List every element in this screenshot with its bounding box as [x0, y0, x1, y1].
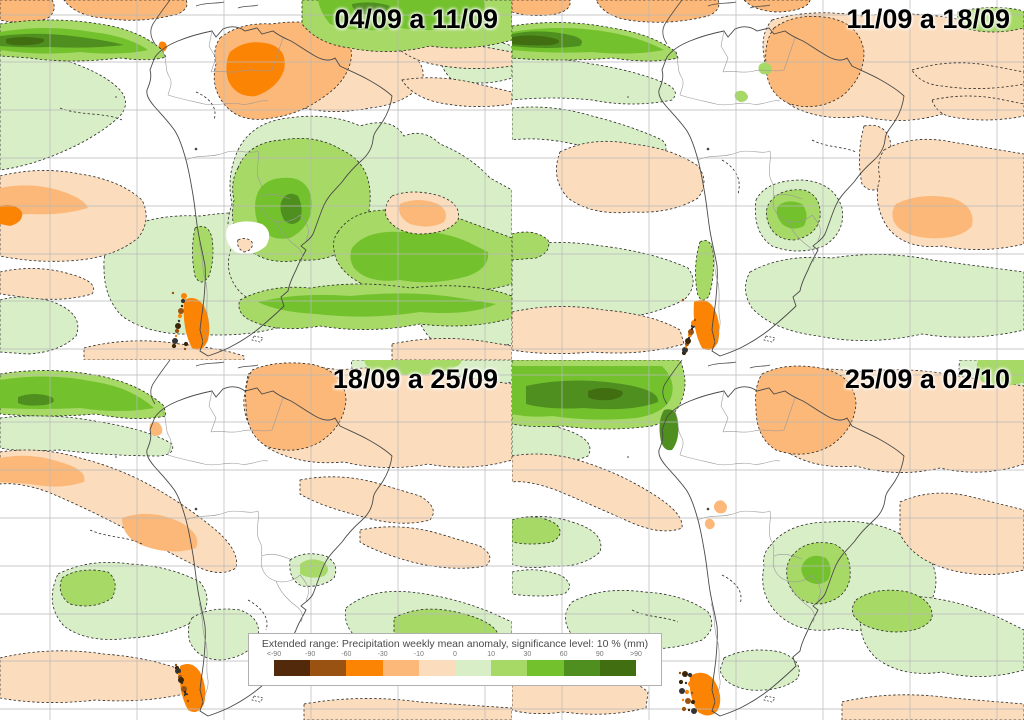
- legend-swatch: [346, 660, 383, 676]
- legend-tick: 30: [523, 651, 532, 658]
- legend-swatch: [455, 660, 492, 676]
- coastline: [627, 0, 905, 357]
- coastline: [115, 0, 393, 357]
- legend-tick: -10: [413, 651, 424, 658]
- legend-title: Extended range: Precipitation weekly mea…: [261, 638, 649, 650]
- legend-colorbar: [274, 660, 637, 676]
- galapagos: [115, 96, 117, 98]
- lake-titicaca: [194, 507, 198, 511]
- legend-tick: 10: [487, 651, 496, 658]
- legend-swatch: [274, 660, 311, 676]
- legend-swatch: [563, 660, 600, 676]
- legend-bar: <-90 -90 -60 -30 -10 0 10 30 60 90 >90: [267, 651, 642, 676]
- legend-tick: -30: [377, 651, 388, 658]
- anomaly-field-svg: [512, 0, 1024, 360]
- grid-lines: [512, 360, 1024, 720]
- country-borders: [161, 30, 309, 343]
- falkland-islands: [251, 695, 264, 703]
- galapagos: [627, 96, 629, 98]
- legend-swatch: [418, 660, 456, 676]
- andes-speckles: [681, 298, 697, 356]
- lake-titicaca: [706, 147, 710, 151]
- legend-swatch: [599, 660, 637, 676]
- andes-speckles: [171, 291, 189, 351]
- grid-lines: [0, 0, 512, 360]
- galapagos: [115, 456, 117, 458]
- falkland-islands: [763, 335, 776, 343]
- legend-tick: 0: [453, 651, 457, 658]
- anomaly-shapes: [0, 0, 512, 360]
- panel-title: 18/09 a 25/09: [332, 364, 498, 394]
- map-panel-week2: 11/09 a 18/09: [512, 0, 1024, 360]
- anomaly-field-svg: [0, 0, 512, 360]
- legend-tick: -90: [305, 651, 316, 658]
- andes-speckles: [174, 663, 190, 703]
- galapagos: [627, 456, 629, 458]
- lake-titicaca: [194, 147, 198, 151]
- legend-tick: 60: [559, 651, 568, 658]
- legend-ticks: <-90 -90 -60 -30 -10 0 10 30 60 90 >90: [267, 651, 642, 660]
- lake-titicaca: [706, 507, 710, 511]
- panel-title: 25/09 a 02/10: [844, 364, 1010, 394]
- legend-tick: <-90: [266, 651, 282, 658]
- map-panel-week1: 04/09 a 11/09: [0, 0, 512, 360]
- significance-contours: [721, 139, 857, 195]
- map-panel-week4: 25/09 a 02/10: [512, 360, 1024, 720]
- colorbar-legend: Extended range: Precipitation weekly mea…: [248, 633, 662, 686]
- panel-title: 04/09 a 11/09: [334, 4, 498, 34]
- falkland-islands: [251, 335, 264, 343]
- country-borders: [673, 30, 821, 343]
- grid-lines: [512, 0, 1024, 360]
- falkland-islands: [763, 695, 776, 703]
- legend-tick: -60: [341, 651, 352, 658]
- anomaly-shapes: [512, 0, 1024, 354]
- legend-tick: >90: [630, 651, 642, 658]
- significance-contours: [631, 574, 742, 623]
- coastline: [627, 360, 905, 717]
- legend-swatch: [491, 660, 528, 676]
- legend-swatch: [310, 660, 347, 676]
- significance-contours: [89, 529, 268, 631]
- country-borders: [673, 390, 821, 703]
- andes-speckles: [678, 671, 697, 714]
- legend-tick: 90: [595, 651, 604, 658]
- legend-swatch: [382, 660, 419, 676]
- legend-swatch: [527, 660, 564, 676]
- coastline: [115, 360, 393, 717]
- country-borders: [161, 390, 309, 703]
- panel-title: 11/09 a 18/09: [846, 4, 1010, 34]
